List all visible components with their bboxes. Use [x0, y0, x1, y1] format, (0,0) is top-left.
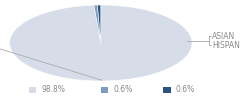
- FancyBboxPatch shape: [163, 87, 171, 93]
- Wedge shape: [97, 5, 101, 43]
- Text: ASIAN: ASIAN: [212, 32, 236, 40]
- FancyBboxPatch shape: [29, 87, 36, 93]
- Text: 0.6%: 0.6%: [176, 86, 195, 94]
- Text: 98.8%: 98.8%: [41, 86, 65, 94]
- Wedge shape: [94, 5, 101, 43]
- Text: HISPANIC: HISPANIC: [212, 40, 240, 50]
- Wedge shape: [10, 5, 192, 81]
- Text: 0.6%: 0.6%: [113, 86, 132, 94]
- FancyBboxPatch shape: [101, 87, 108, 93]
